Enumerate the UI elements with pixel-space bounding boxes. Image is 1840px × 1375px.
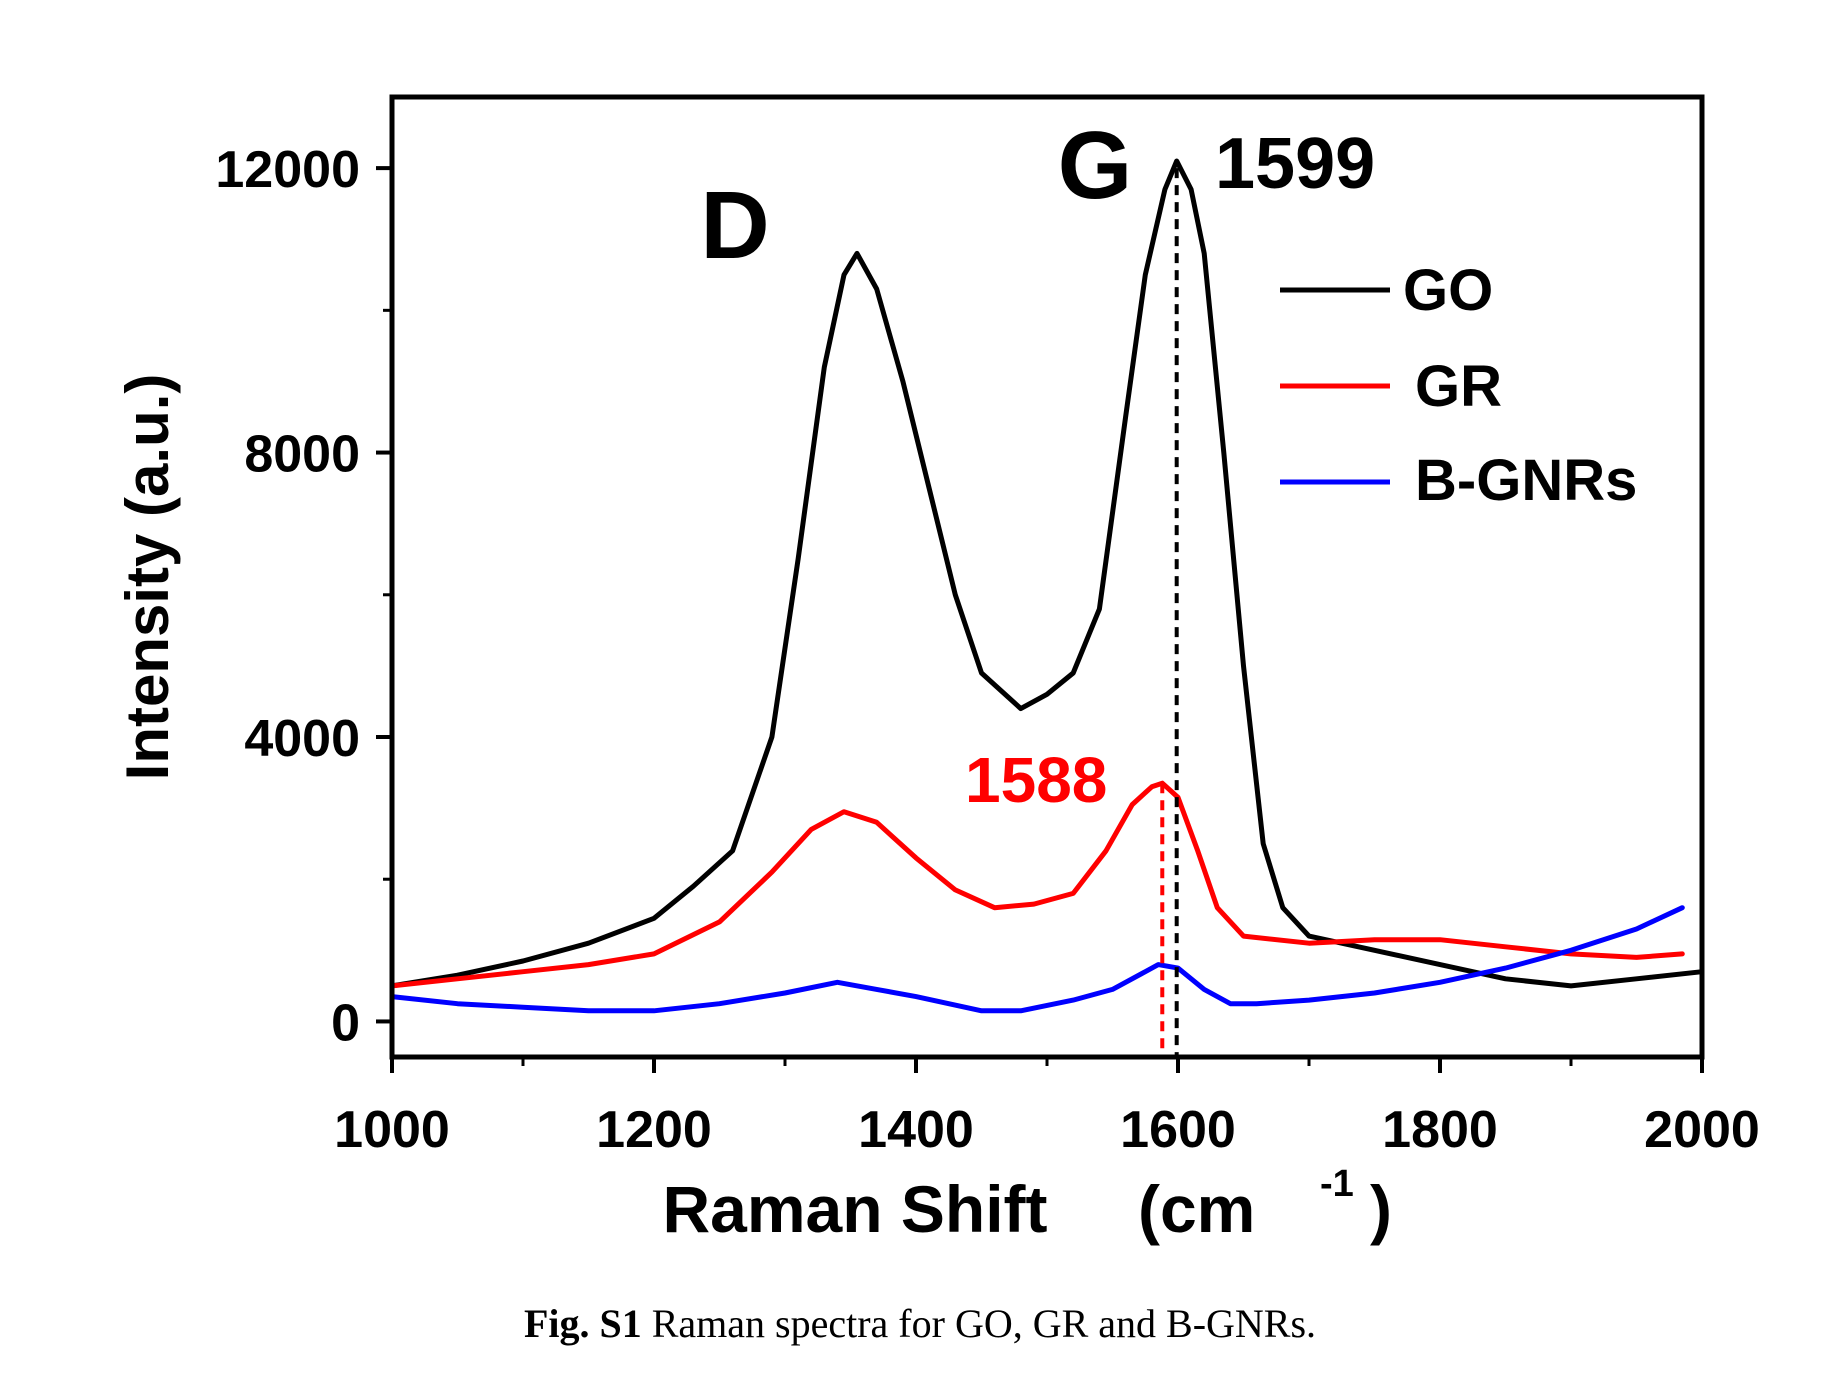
y-axis-label: Intensity (a.u.) (114, 374, 181, 781)
annotation-d: D (700, 172, 769, 279)
x-tick-label: 2000 (1644, 1101, 1760, 1159)
y-tick-label: 12000 (215, 141, 360, 199)
legend-label-gr: GR (1415, 354, 1502, 419)
legend: GO GR B-GNRs (1280, 258, 1637, 513)
series-line-b-gnrs (389, 905, 1685, 1014)
annotation-1588: 1588 (965, 744, 1107, 816)
series-line-go (389, 158, 1705, 989)
caption-text: Raman spectra for GO, GR and B-GNRs. (641, 1301, 1317, 1346)
y-tick-label: 8000 (244, 426, 360, 484)
x-axis-unit: (cm (1138, 1172, 1255, 1246)
caption-label: Fig. S1 (523, 1301, 642, 1346)
x-tick-label: 1000 (334, 1101, 450, 1159)
y-tick-label: 0 (331, 994, 360, 1052)
axis-layer: 1000 1200 1400 1600 1800 2000 0 4000 8000 12000 (215, 141, 1759, 1159)
x-tick-label: 1800 (1382, 1101, 1498, 1159)
y-tick-label: 4000 (244, 710, 360, 768)
annotation-g: G (1058, 112, 1133, 219)
x-axis-label-text: Raman Shift (662, 1172, 1047, 1246)
reference-lines (1160, 168, 1179, 1057)
raman-chart: 1000 1200 1400 1600 1800 2000 0 4000 8000 12000 D… (114, 94, 1760, 1246)
x-tick-label: 1400 (858, 1101, 974, 1159)
x-tick-label: 1600 (1120, 1101, 1236, 1159)
figure-caption: Fig. S1 Raman spectra for GO, GR and B-G… (0, 1300, 1840, 1347)
plot-frame (389, 94, 1705, 1060)
legend-label-go: GO (1403, 258, 1493, 323)
x-tick-label: 1200 (596, 1101, 712, 1159)
series-line-gr (389, 780, 1685, 989)
legend-label-b-gnrs: B-GNRs (1415, 448, 1637, 513)
series-layer (389, 158, 1705, 1014)
x-axis-label: Raman Shift (cm -1 ) (662, 1163, 1392, 1246)
annotation-1599: 1599 (1215, 124, 1375, 204)
x-axis-unit-close: ) (1370, 1172, 1392, 1246)
x-axis-unit-superscript: -1 (1320, 1163, 1354, 1205)
